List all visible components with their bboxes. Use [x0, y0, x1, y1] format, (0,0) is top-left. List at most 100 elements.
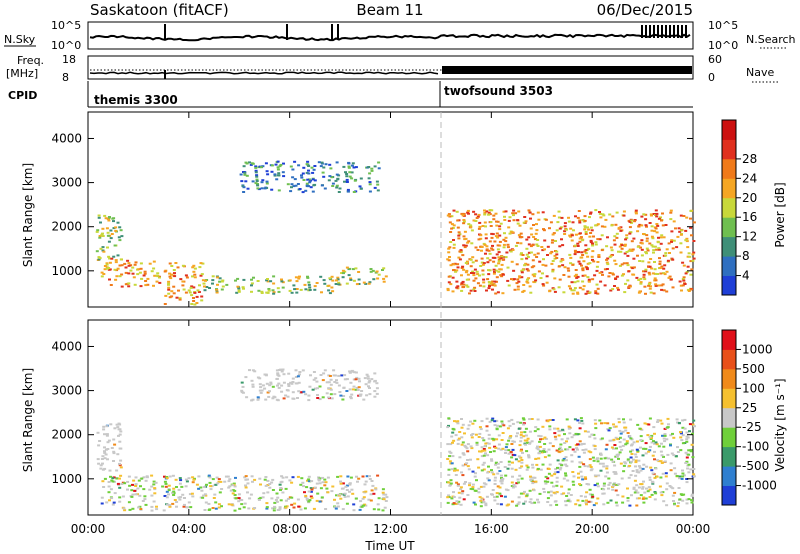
echo-cell [118, 477, 121, 480]
echo-cell [101, 235, 105, 237]
echo-cell [118, 486, 122, 489]
echo-cell [467, 240, 471, 243]
echo-cell [625, 237, 629, 239]
echo-cell [640, 248, 644, 251]
echo-cell [637, 225, 641, 228]
echo-cell [255, 175, 259, 178]
echo-cell [343, 378, 347, 381]
echo-cell [621, 501, 625, 504]
echo-cell [164, 485, 168, 488]
echo-cell [638, 223, 642, 226]
echo-cell [601, 273, 604, 276]
echo-cell [375, 392, 379, 395]
echo-cell [546, 480, 550, 483]
echo-cell [608, 213, 612, 216]
echo-cell [113, 492, 117, 495]
freq-trace [89, 71, 439, 75]
echo-cell [690, 443, 694, 446]
echo-cell [447, 213, 451, 216]
echo-cell [372, 492, 376, 495]
echo-cell [163, 270, 167, 273]
echo-cell [187, 477, 191, 480]
echo-cell [117, 236, 121, 239]
echo-cell [183, 503, 186, 506]
echo-cell [480, 497, 484, 500]
echo-cell [543, 248, 546, 251]
echo-cell [327, 284, 331, 287]
echo-cell [671, 494, 675, 497]
echo-cell [675, 246, 679, 249]
echo-cell [504, 210, 508, 213]
echo-cell [583, 215, 587, 218]
echo-cell [627, 476, 631, 479]
echo-cell [551, 239, 555, 242]
echo-cell [504, 449, 508, 452]
echo-cell [654, 441, 658, 444]
echo-cell [649, 466, 653, 469]
echo-cell [510, 260, 514, 263]
echo-cell [448, 460, 452, 463]
echo-cell [558, 448, 561, 451]
echo-cell [480, 498, 484, 501]
echo-cell [599, 457, 603, 460]
echo-cell [497, 447, 501, 450]
echo-cell [584, 477, 588, 480]
echo-cell [259, 166, 263, 169]
echo-cell [152, 284, 155, 287]
echo-cell [642, 276, 646, 279]
echo-cell [690, 493, 694, 496]
nave-dense-band [442, 66, 692, 74]
echo-cell [498, 486, 502, 489]
echo-cell [577, 476, 580, 479]
colorbar-segment [722, 236, 736, 257]
echo-cell [477, 238, 481, 241]
echo-cell [470, 242, 474, 245]
echo-cell [101, 246, 105, 249]
colorbar-tick-label: -500 [742, 459, 769, 473]
echo-cell [674, 455, 678, 458]
echo-cell [637, 471, 641, 474]
echo-cell [270, 188, 274, 191]
echo-cell [302, 390, 306, 393]
echo-cell [199, 262, 203, 265]
echo-cell [144, 280, 148, 282]
echo-cell [487, 442, 491, 445]
echo-cell [558, 429, 562, 432]
echo-cell [109, 237, 113, 240]
echo-cell [190, 285, 194, 288]
echo-cell [289, 165, 293, 168]
echo-cell [637, 465, 641, 468]
echo-cell [261, 496, 265, 499]
echo-cell [321, 476, 325, 479]
echo-cell [547, 472, 551, 475]
echo-cell [272, 275, 276, 278]
echo-cell [511, 475, 514, 478]
echo-cell [203, 493, 207, 496]
echo-cell [365, 475, 369, 478]
echo-cell [465, 284, 469, 287]
echo-cell [496, 248, 500, 251]
echo-cell [500, 439, 504, 441]
echo-cell [556, 466, 559, 469]
echo-cell [382, 267, 386, 270]
echo-cell [123, 509, 127, 512]
echo-cell [362, 281, 366, 284]
echo-cell [290, 496, 294, 499]
echo-cell [102, 428, 106, 431]
echo-cell [584, 233, 588, 235]
echo-cell [555, 257, 559, 259]
echo-cell [449, 479, 453, 482]
echo-cell [114, 229, 118, 232]
echo-cell [509, 435, 513, 437]
echo-cell [564, 504, 568, 507]
echo-cell [684, 239, 688, 242]
echo-cell [546, 245, 550, 248]
echo-cell [323, 484, 327, 487]
echo-cell [572, 434, 576, 437]
echo-cell [334, 507, 338, 510]
echo-cell [587, 278, 591, 281]
echo-cell [460, 426, 464, 429]
echo-cell [653, 432, 656, 435]
echo-cell [639, 446, 642, 449]
ytick-label: 3000 [51, 176, 82, 190]
